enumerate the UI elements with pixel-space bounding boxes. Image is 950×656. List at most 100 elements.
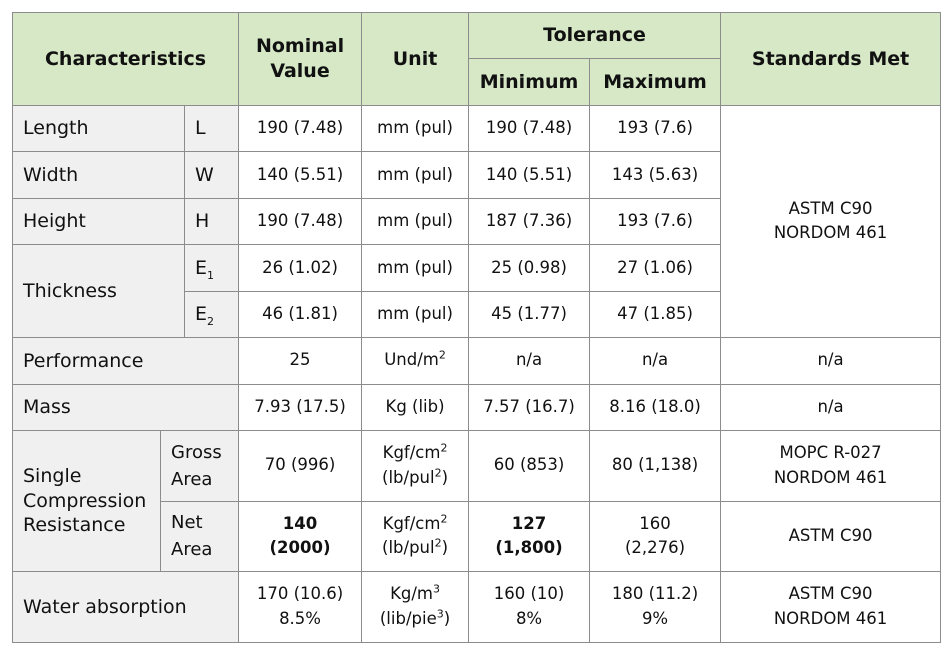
header-tolerance: Tolerance	[468, 11, 722, 60]
nominal-mass: 7.93 (17.5)	[238, 383, 363, 431]
compression-label-line2: Compression	[23, 489, 147, 512]
nominal-width: 140 (5.51)	[238, 151, 363, 199]
unit-gross-kgf: Kgf/cm	[382, 443, 441, 463]
row-label-width: Width	[12, 151, 185, 199]
unit-height: mm (pul)	[361, 197, 470, 246]
unit-net-line2: (lb/pul2)	[368, 536, 462, 561]
max-net-line1: 160	[639, 513, 671, 533]
unit-length: mm (pul)	[361, 104, 470, 153]
standards-dimensions-line1: ASTM C90	[788, 198, 873, 218]
table-row-width: Width W 140 (5.51) mm (pul) 140 (5.51) 1…	[12, 151, 941, 199]
min-performance: n/a	[468, 337, 591, 385]
unit-water-sup1: 3	[433, 582, 440, 596]
min-water: 160 (10) 8%	[468, 571, 591, 643]
unit-gross: Kgf/cm2 (lb/pul2)	[361, 429, 470, 502]
standards-gross: MOPC R-027 NORDOM 461	[720, 429, 942, 502]
row-label-net-area: Net Area	[159, 500, 240, 573]
max-net: 160 (2,276)	[589, 500, 722, 573]
unit-gross-sup2: 2	[434, 466, 442, 480]
net-label-line2: Area	[171, 539, 213, 561]
unit-width: mm (pul)	[361, 151, 470, 199]
nominal-height: 190 (7.48)	[238, 197, 363, 246]
compression-label-line3: Resistance	[23, 514, 126, 537]
table-row-length: Length L 190 (7.48) mm (pul) 190 (7.48) …	[12, 104, 942, 339]
row-label-mass: Mass	[11, 383, 240, 431]
row-symbol-width: W	[183, 151, 240, 199]
min-height: 187 (7.36)	[468, 197, 591, 246]
standards-gross-line1: MOPC R-027	[779, 443, 882, 463]
nominal-gross: 70 (996)	[238, 429, 363, 502]
standards-water-line2: NORDOM 461	[773, 609, 888, 629]
unit-mass: Kg (lib)	[361, 383, 470, 431]
unit-e2: mm (pul)	[361, 290, 470, 339]
standards-net: ASTM C90	[720, 500, 942, 573]
standards-gross-line2: NORDOM 461	[773, 467, 888, 487]
max-mass: 8.16 (18.0)	[589, 383, 722, 431]
unit-gross-sup1: 2	[440, 441, 448, 455]
max-net-line2: (2,276)	[624, 538, 686, 558]
unit-net: Kgf/cm2 (lb/pul2)	[361, 500, 470, 573]
max-width: 143 (5.63)	[589, 151, 722, 199]
min-gross: 60 (853)	[468, 429, 591, 502]
min-net-line2: (1,800)	[495, 538, 563, 558]
row-label-performance: Performance	[11, 337, 240, 385]
header-minimum: Minimum	[468, 58, 591, 106]
standards-dimensions-line2: NORDOM 461	[773, 223, 888, 243]
unit-net-line1: Kgf/cm2	[368, 512, 462, 537]
table-row-performance: Performance 25 Und/m2 n/a n/a n/a	[11, 337, 942, 385]
unit-net-kgf: Kgf/cm	[382, 513, 441, 533]
table-row-mass: Mass 7.93 (17.5) Kg (lib) 7.57 (16.7) 8.…	[11, 383, 942, 431]
unit-net-lb: (lb/pul	[382, 538, 435, 558]
max-e1: 27 (1.06)	[589, 244, 722, 292]
standards-water: ASTM C90 NORDOM 461	[720, 571, 942, 643]
max-gross: 80 (1,138)	[589, 429, 722, 502]
unit-water-paren: )	[443, 609, 451, 629]
min-e1: 25 (0.98)	[468, 244, 591, 292]
min-width: 140 (5.51)	[468, 151, 591, 199]
max-e2: 47 (1.85)	[589, 290, 722, 339]
gross-label-line2: Area	[171, 468, 213, 490]
unit-net-paren: )	[441, 538, 449, 558]
max-performance: n/a	[589, 337, 722, 385]
table-row-compression-gross: Single Compression Resistance Gross Area…	[12, 429, 942, 573]
nominal-performance: 25	[238, 337, 363, 385]
row-label-water: Water absorption	[11, 571, 240, 643]
unit-net-sup1: 2	[440, 512, 448, 526]
unit-performance-sup: 2	[438, 348, 446, 362]
row-symbol-length: L	[183, 104, 240, 153]
nominal-net-line2: (2000)	[269, 538, 331, 558]
unit-water-line1: Kg/m3	[368, 582, 462, 607]
max-length: 193 (7.6)	[589, 104, 722, 153]
unit-gross-paren: )	[441, 467, 449, 487]
row-label-height: Height	[12, 197, 185, 246]
symbol-e2-letter: E	[195, 303, 208, 326]
nominal-water: 170 (10.6) 8.5%	[238, 571, 363, 643]
symbol-e1-letter: E	[195, 256, 208, 279]
header-standards-met: Standards Met	[720, 12, 942, 106]
unit-performance: Und/m2	[361, 337, 470, 385]
unit-water-lib: (lib/pie	[379, 609, 437, 629]
max-water: 180 (11.2) 9%	[589, 571, 722, 643]
min-water-line1: 160 (10)	[493, 584, 565, 604]
header-characteristics: Characteristics	[11, 12, 240, 106]
unit-water-line2: (lib/pie3)	[368, 607, 462, 632]
unit-gross-line1: Kgf/cm2	[368, 441, 462, 466]
gross-label-line1: Gross	[171, 441, 222, 463]
nominal-e1: 26 (1.02)	[238, 244, 363, 292]
standards-water-line1: ASTM C90	[788, 584, 873, 604]
table-row-water-absorption: Water absorption 170 (10.6) 8.5% Kg/m3 (…	[11, 571, 942, 643]
header-unit: Unit	[361, 12, 470, 106]
table-row-thickness-e2: E2 46 (1.81) mm (pul) 45 (1.77) 47 (1.85…	[13, 290, 941, 339]
max-water-line2: 9%	[641, 609, 669, 629]
table-row-height: Height H 190 (7.48) mm (pul) 187 (7.36) …	[12, 197, 941, 246]
nominal-water-line1: 170 (10.6)	[256, 584, 344, 604]
unit-performance-base: Und/m	[384, 350, 439, 370]
min-water-line2: 8%	[515, 609, 543, 629]
unit-water: Kg/m3 (lib/pie3)	[361, 571, 470, 643]
standards-dimensions: ASTM C90 NORDOM 461	[720, 104, 942, 339]
max-water-line1: 180 (11.2)	[611, 584, 699, 604]
standards-performance: n/a	[720, 337, 942, 385]
nominal-length: 190 (7.48)	[238, 104, 363, 153]
row-label-compression: Single Compression Resistance	[12, 429, 161, 573]
nominal-net: 140 (2000)	[238, 500, 363, 573]
